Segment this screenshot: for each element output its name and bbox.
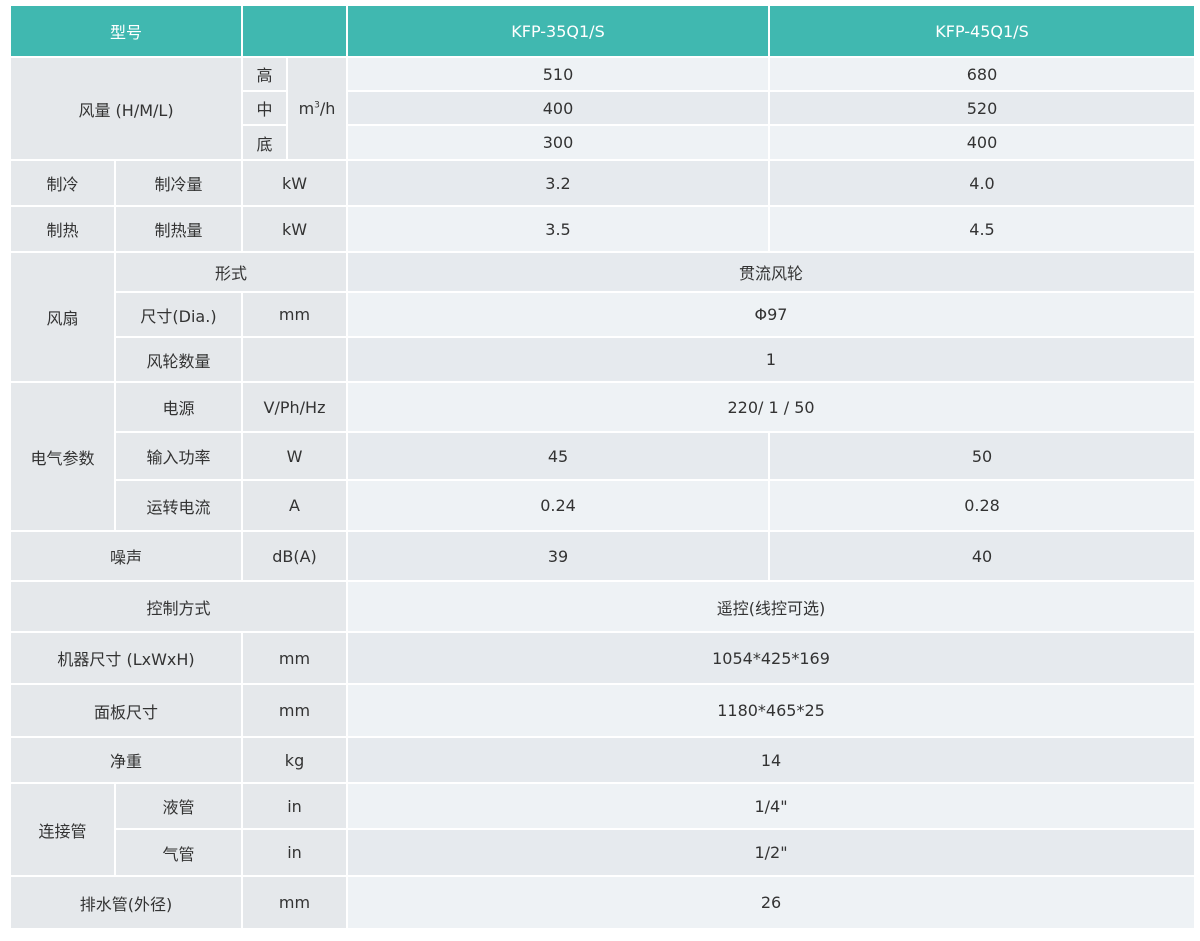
panel-size-row: 面板尺寸 mm 1180*465*25 [8,683,1197,738]
model-header: 型号 [8,4,244,58]
model-2-header: KFP-45Q1/S [768,4,1197,58]
unit-label: mm [241,875,349,930]
fan-type-row: 风扇 形式 贯流风轮 [9,251,1197,383]
group-label: 电气参数 [9,381,116,532]
value-cell: 680 [768,56,1197,92]
value-cell: 400 [346,90,771,126]
unit-label: mm [241,291,349,338]
group-label: 制热 [9,205,116,253]
item-label: 形式 [113,251,349,293]
cooling-row: 制冷 制冷量 kW 3.2 4.0 [9,159,1197,207]
unit-tail: /h [319,99,336,118]
unit-label: A [241,479,349,532]
airflow-mid-row: 中 400 520 [10,90,1197,126]
unit-size-row: 机器尺寸 (LxWxH) mm 1054*425*169 [8,631,1197,685]
unit-label: mm [241,631,349,685]
unit-label: mm [241,683,349,738]
airflow-level: 高 [241,56,289,92]
value-cell: 遥控(线控可选) [346,580,1197,633]
value-cell: 1/2" [346,828,1197,877]
item-label: 控制方式 [8,580,349,633]
value-cell: 贯流风轮 [346,251,1197,293]
unit-sup: 3 [314,100,320,111]
value-cell: 4.5 [768,205,1197,253]
power-supply-row: 电气参数 电源 V/Ph/Hz 220/ 1 / 50 [9,381,1197,532]
fan-count-row: 风轮数量 1 [10,336,1197,383]
item-label: 电源 [113,381,244,433]
unit-base: m [298,99,315,118]
unit-label: V/Ph/Hz [241,381,349,433]
value-cell: 510 [346,56,771,92]
net-weight-row: 净重 kg 14 [8,736,1197,784]
liquid-pipe-row: 连接管 液管 in 1/4" [9,782,1197,877]
value-cell: 3.2 [346,159,771,207]
gas-pipe-row: 气管 in 1/2" [10,828,1197,877]
value-cell: 0.24 [346,479,771,532]
unit-label: W [241,431,349,481]
unit-label: kW [241,159,349,207]
airflow-level: 底 [241,124,289,161]
unit-label: in [241,782,349,830]
value-cell: 40 [768,530,1197,582]
spec-table: 型号 KFP-35Q1/S KFP-45Q1/S 风量 (H/M/L) 高 m3… [8,4,1197,930]
header-row: 型号 KFP-35Q1/S KFP-45Q1/S [8,4,1197,58]
value-cell: 4.0 [768,159,1197,207]
item-label: 制冷量 [113,159,244,207]
item-label: 尺寸(Dia.) [113,291,244,338]
item-label: 排水管(外径) [8,875,244,930]
value-cell: 1 [346,336,1197,383]
item-label: 风轮数量 [113,336,244,383]
heating-row: 制热 制热量 kW 3.5 4.5 [9,205,1197,253]
airflow-high-row: 风量 (H/M/L) 高 m3/h 510 680 [8,56,1197,161]
unit-header [241,4,349,58]
airflow-unit: m3/h [286,56,349,161]
value-cell: 1180*465*25 [346,683,1197,738]
value-cell: 39 [346,530,771,582]
group-label: 制冷 [9,159,116,207]
item-label: 制热量 [113,205,244,253]
item-label: 机器尺寸 (LxWxH) [8,631,244,685]
value-cell: 3.5 [346,205,771,253]
current-row: 运转电流 A 0.24 0.28 [10,479,1197,532]
model-1-header: KFP-35Q1/S [346,4,771,58]
item-label: 运转电流 [113,479,244,532]
airflow-level: 中 [241,90,289,126]
input-power-row: 输入功率 W 45 50 [10,431,1197,481]
control-row: 控制方式 遥控(线控可选) [8,580,1197,633]
value-cell: 520 [768,90,1197,126]
item-label: 面板尺寸 [8,683,244,738]
unit-label: kg [241,736,349,784]
value-cell: 400 [768,124,1197,161]
value-cell: 0.28 [768,479,1197,532]
value-cell: 1/4" [346,782,1197,830]
unit-label: in [241,828,349,877]
item-label: 净重 [8,736,244,784]
item-label: 气管 [113,828,244,877]
drain-pipe-row: 排水管(外径) mm 26 [8,875,1197,930]
value-cell: 220/ 1 / 50 [346,381,1197,433]
group-label: 连接管 [9,782,116,877]
airflow-low-row: 底 300 400 [10,124,1197,161]
airflow-label: 风量 (H/M/L) [8,56,244,161]
item-label: 噪声 [8,530,244,582]
value-cell: 300 [346,124,771,161]
noise-row: 噪声 dB(A) 39 40 [8,530,1197,582]
value-cell: 45 [346,431,771,481]
unit-label: dB(A) [241,530,349,582]
value-cell: 26 [346,875,1197,930]
value-cell: Φ97 [346,291,1197,338]
value-cell: 50 [768,431,1197,481]
value-cell: 14 [346,736,1197,784]
value-cell: 1054*425*169 [346,631,1197,685]
item-label: 液管 [113,782,244,830]
item-label: 输入功率 [113,431,244,481]
unit-label: kW [241,205,349,253]
unit-label [241,336,349,383]
group-label: 风扇 [9,251,116,383]
fan-size-row: 尺寸(Dia.) mm Φ97 [10,291,1197,338]
